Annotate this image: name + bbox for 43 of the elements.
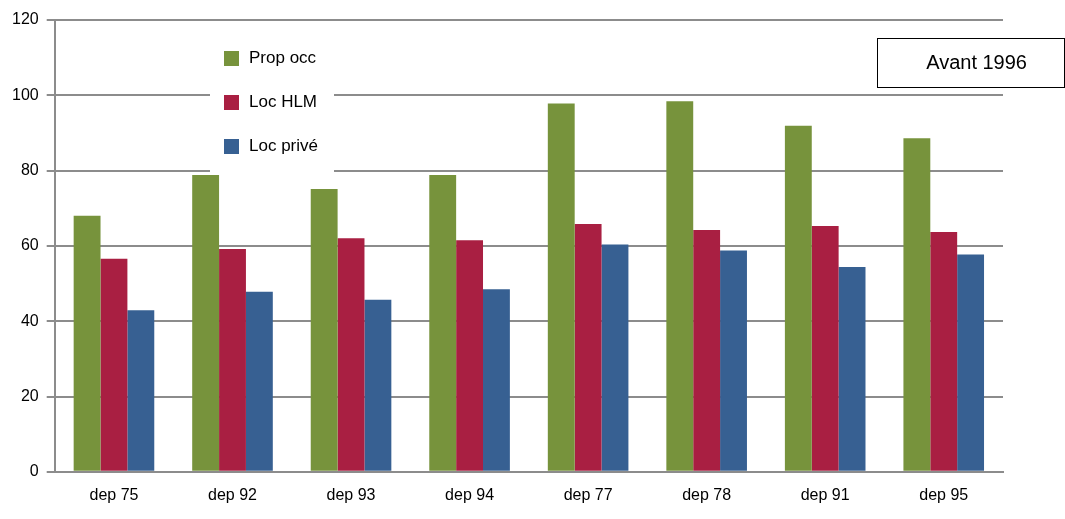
y-tick-label: 60 (20, 236, 39, 254)
bar (245, 291, 273, 471)
bar (601, 244, 629, 471)
bar (483, 289, 510, 471)
bar (127, 310, 155, 471)
y-tick-label: 20 (20, 386, 39, 404)
bar (456, 240, 484, 471)
bar (547, 103, 575, 471)
y-tick-label: 100 (11, 85, 39, 103)
bar (957, 254, 985, 471)
x-tick-label: dep 75 (89, 485, 139, 503)
x-tick-label: dep 92 (208, 485, 258, 503)
bar (429, 175, 457, 471)
bar (73, 215, 101, 471)
legend-label: Prop occ (249, 48, 317, 68)
bar (337, 238, 365, 471)
y-tick-label: 40 (20, 311, 39, 329)
x-tick-label: dep 78 (682, 485, 732, 503)
x-tick-label: dep 93 (326, 485, 376, 503)
y-tick-label: 80 (20, 161, 39, 179)
annotation: Avant 1996 (926, 50, 1027, 75)
legend-label: Loc privé (249, 136, 318, 156)
bar (811, 225, 839, 471)
y-tick-label: 120 (11, 10, 39, 28)
y-tick-label: 0 (29, 462, 39, 480)
bar (219, 248, 246, 471)
bar (574, 224, 602, 471)
bar (784, 125, 812, 471)
x-tick-label: dep 94 (445, 485, 495, 503)
bar (192, 175, 220, 471)
bar (838, 266, 866, 471)
bar (693, 230, 721, 471)
bar (930, 231, 958, 471)
bar (720, 250, 747, 471)
x-tick-label: dep 95 (919, 485, 969, 503)
legend-label: Loc HLM (249, 92, 318, 112)
bar (100, 258, 128, 471)
bar (903, 138, 931, 471)
x-tick-label: dep 77 (563, 485, 613, 503)
bar (310, 189, 338, 471)
bar (364, 299, 392, 471)
x-tick-label: dep 91 (800, 485, 850, 503)
bar (666, 101, 694, 471)
